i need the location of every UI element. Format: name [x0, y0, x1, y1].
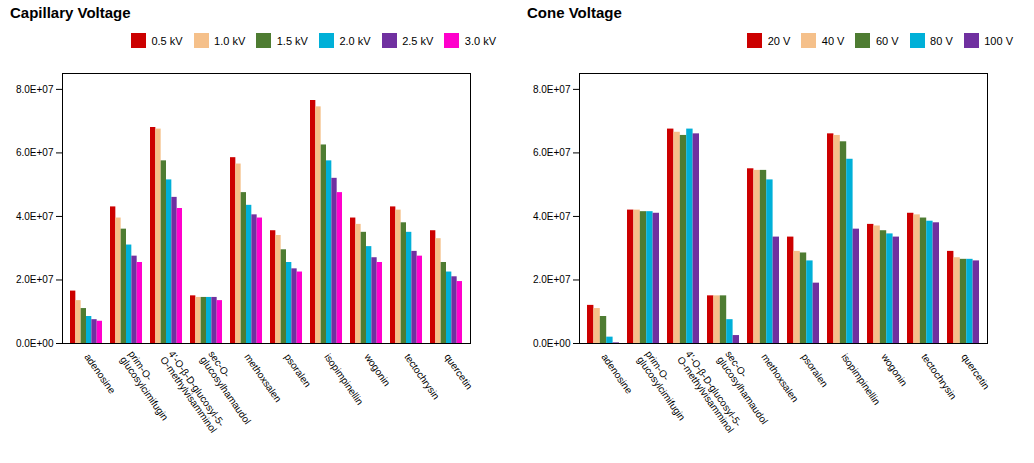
html-text:3.0 kV: 3.0 kV: [464, 34, 496, 47]
html-text:prim-O-: prim-O-: [126, 348, 155, 383]
svg-text:tectochrysin: tectochrysin: [402, 351, 442, 401]
html-text:80 V: 80 V: [930, 34, 953, 47]
html-text:prim-O-: prim-O-: [643, 348, 672, 383]
svg-text:psoralen: psoralen: [799, 351, 830, 389]
html-text:glucosylhamaudol: glucosylhamaudol: [198, 353, 254, 426]
html-text:60 V: 60 V: [876, 34, 899, 47]
html-text:1.0 kV: 1.0 kV: [214, 34, 246, 47]
html-text:2.0 kV: 2.0 kV: [339, 34, 371, 47]
html-text:1.5 kV: 1.5 kV: [276, 34, 308, 47]
svg-text:adenosine: adenosine: [599, 351, 635, 395]
svg-text:wogonin: wogonin: [362, 350, 393, 388]
svg-text:4.0E+07: 4.0E+07: [533, 210, 571, 221]
html-text:0.5 kV: 0.5 kV: [151, 34, 183, 47]
html-text:100 V: 100 V: [984, 34, 1013, 47]
svg-text:quercetin: quercetin: [959, 351, 992, 391]
svg-text:8.0E+07: 8.0E+07: [16, 83, 54, 94]
svg-text:4.0E+07: 4.0E+07: [16, 210, 54, 221]
html-text:O-methylvisamminol: O-methylvisamminol: [158, 353, 220, 435]
html-text:glucosylhamaudol: glucosylhamaudol: [715, 353, 771, 426]
svg-text:isopimpinellin: isopimpinellin: [839, 351, 882, 406]
svg-text:0.0E+00: 0.0E+00: [533, 337, 571, 348]
svg-text:psoralen: psoralen: [282, 351, 313, 389]
svg-text:8.0E+07: 8.0E+07: [533, 83, 571, 94]
svg-text:2.0E+07: 2.0E+07: [16, 274, 54, 285]
html-text:glucosylcimifugin: glucosylcimifugin: [118, 353, 171, 423]
html-text:Cone Voltage: Cone Voltage: [527, 4, 622, 21]
html-text:40 V: 40 V: [821, 34, 845, 47]
svg-text:2.0E+07: 2.0E+07: [533, 274, 571, 285]
svg-text:6.0E+07: 6.0E+07: [533, 147, 571, 158]
svg-text:adenosine: adenosine: [82, 351, 118, 395]
svg-text:isopimpinellin: isopimpinellin: [322, 351, 365, 406]
html-text:4'-O-β-D-glucosyl-5-: 4'-O-β-D-glucosyl-5-: [683, 348, 744, 429]
html-text:20 V: 20 V: [767, 34, 791, 47]
html-text:Capillary Voltage: Capillary Voltage: [10, 4, 131, 21]
svg-text:wogonin: wogonin: [879, 350, 910, 388]
html-text:4'-O-β-D-glucosyl-5-: 4'-O-β-D-glucosyl-5-: [166, 348, 227, 429]
svg-text:tectochrysin: tectochrysin: [919, 351, 959, 401]
svg-text:methoxsalen: methoxsalen: [759, 351, 801, 404]
svg-text:0.0E+00: 0.0E+00: [16, 337, 54, 348]
svg-text:quercetin: quercetin: [442, 351, 475, 391]
html-text:sec-O-: sec-O-: [206, 348, 233, 379]
html-text:sec-O-: sec-O-: [723, 348, 750, 379]
svg-text:6.0E+07: 6.0E+07: [16, 147, 54, 158]
svg-text:methoxsalen: methoxsalen: [242, 351, 284, 404]
html-text:O-methylvisamminol: O-methylvisamminol: [675, 353, 737, 435]
html-text:2.5 kV: 2.5 kV: [402, 34, 434, 47]
html-text:glucosylcimifugin: glucosylcimifugin: [635, 353, 688, 423]
